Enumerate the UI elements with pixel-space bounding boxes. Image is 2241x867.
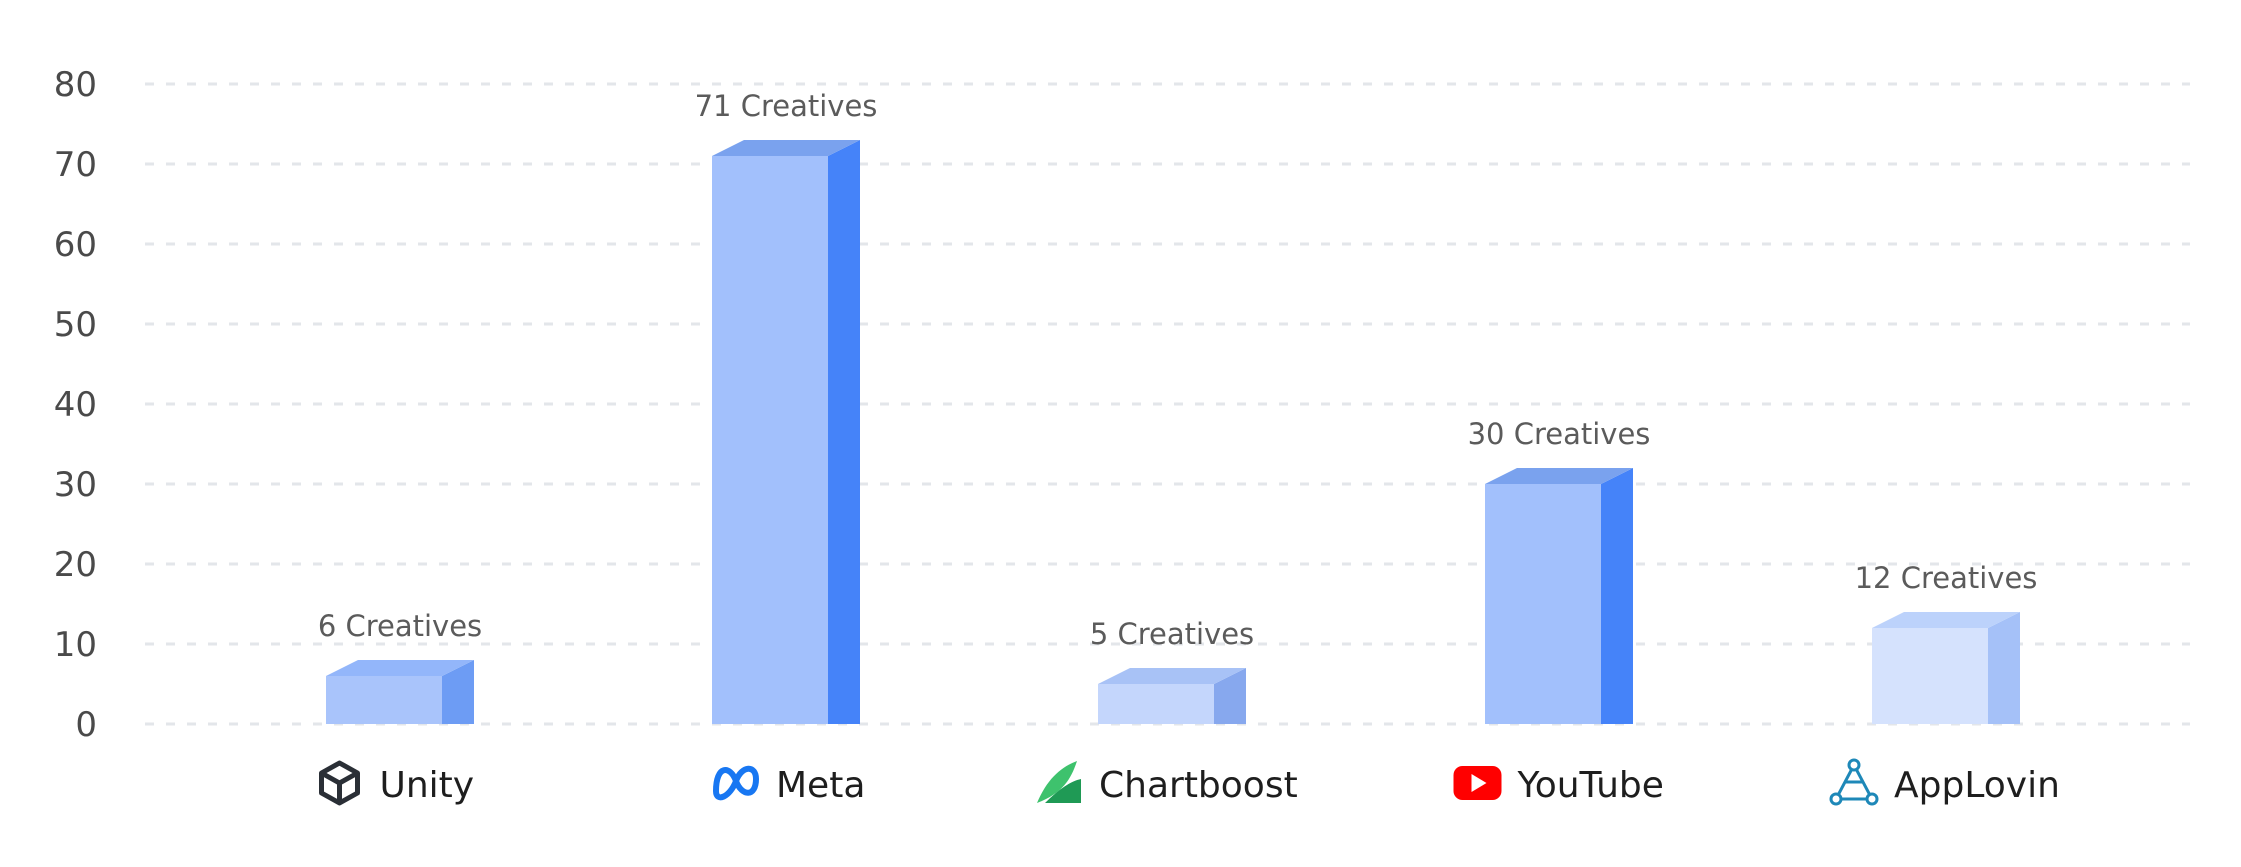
category-label: Meta — [776, 765, 865, 806]
bar-front — [1872, 628, 1988, 724]
chartboost-icon — [1037, 761, 1081, 803]
bar-front — [1485, 484, 1601, 724]
bar-youtube — [1485, 468, 1633, 724]
category-label: YouTube — [1517, 765, 1664, 806]
applovin-icon — [1829, 758, 1879, 806]
meta-icon — [713, 765, 759, 801]
y-tick-label: 40 — [54, 385, 97, 425]
bar-side — [828, 140, 860, 724]
category-labels: Unity Meta Chartboost YouTube AppLovin — [319, 758, 2060, 806]
category-youtube: YouTube — [1453, 765, 1664, 806]
bar-top — [1098, 668, 1246, 684]
category-label: Unity — [380, 765, 475, 806]
y-tick-label: 0 — [75, 705, 97, 745]
youtube-icon — [1453, 766, 1502, 800]
bar-side — [1988, 612, 2020, 724]
category-label: AppLovin — [1894, 765, 2060, 806]
y-tick-label: 80 — [54, 65, 97, 105]
unity-icon — [319, 760, 360, 806]
bar-front — [326, 676, 442, 724]
data-label: 30 Creatives — [1468, 417, 1651, 451]
bar-side — [1214, 668, 1246, 724]
bar-top — [1485, 468, 1633, 484]
y-axis-ticks: 0 10 20 30 40 50 60 70 80 — [54, 65, 97, 745]
bar-front — [1098, 684, 1214, 724]
data-label: 12 Creatives — [1855, 561, 2038, 595]
category-label: Chartboost — [1099, 765, 1298, 806]
data-label: 6 Creatives — [318, 609, 482, 643]
bar-unity — [326, 660, 474, 724]
category-meta: Meta — [713, 765, 865, 806]
bar-front — [712, 156, 828, 724]
y-tick-label: 10 — [54, 625, 97, 665]
bar-side — [442, 660, 474, 724]
bars — [326, 140, 2020, 724]
bar-top — [1872, 612, 2020, 628]
category-applovin: AppLovin — [1829, 758, 2060, 806]
bar-side — [1601, 468, 1633, 724]
category-unity: Unity — [319, 760, 475, 806]
y-tick-label: 50 — [54, 305, 97, 345]
data-labels: 6 Creatives 71 Creatives 5 Creatives 30 Cre… — [318, 89, 2038, 651]
bar-meta — [712, 140, 860, 724]
y-tick-label: 60 — [54, 225, 97, 265]
grid — [145, 82, 2190, 726]
bar-applovin — [1872, 612, 2020, 724]
y-tick-label: 30 — [54, 465, 97, 505]
bar-chartboost — [1098, 668, 1246, 724]
bar-top — [326, 660, 474, 676]
category-chartboost: Chartboost — [1037, 761, 1298, 806]
data-label: 5 Creatives — [1090, 617, 1254, 651]
data-label: 71 Creatives — [695, 89, 878, 123]
y-tick-label: 20 — [54, 545, 97, 585]
bar-top — [712, 140, 860, 156]
y-tick-label: 70 — [54, 145, 97, 185]
